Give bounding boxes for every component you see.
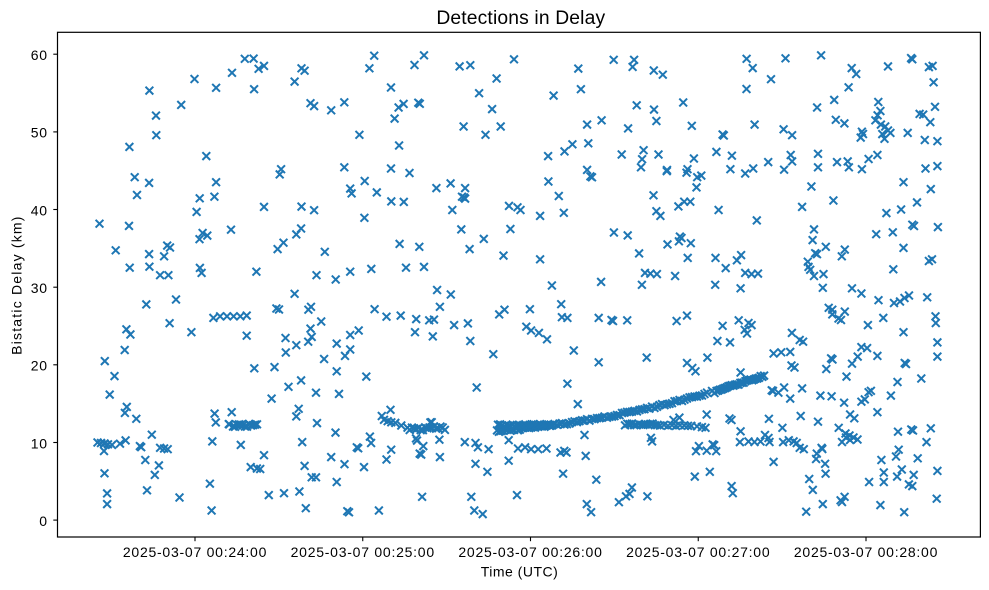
svg-text:10: 10: [31, 435, 48, 451]
svg-text:2025-03-07 00:24:00: 2025-03-07 00:24:00: [123, 544, 267, 560]
svg-text:Detections in Delay: Detections in Delay: [436, 8, 605, 29]
svg-text:2025-03-07 00:25:00: 2025-03-07 00:25:00: [291, 544, 435, 560]
svg-text:30: 30: [31, 280, 48, 296]
svg-text:0: 0: [39, 513, 48, 529]
svg-text:40: 40: [31, 202, 48, 218]
svg-text:60: 60: [31, 47, 48, 63]
svg-text:Bistatic Delay (km): Bistatic Delay (km): [9, 215, 25, 354]
svg-text:2025-03-07 00:26:00: 2025-03-07 00:26:00: [458, 544, 602, 560]
svg-text:Time (UTC): Time (UTC): [481, 564, 559, 580]
svg-text:2025-03-07 00:27:00: 2025-03-07 00:27:00: [626, 544, 770, 560]
svg-text:20: 20: [31, 358, 48, 374]
svg-text:50: 50: [31, 125, 48, 141]
svg-text:2025-03-07 00:28:00: 2025-03-07 00:28:00: [794, 544, 938, 560]
